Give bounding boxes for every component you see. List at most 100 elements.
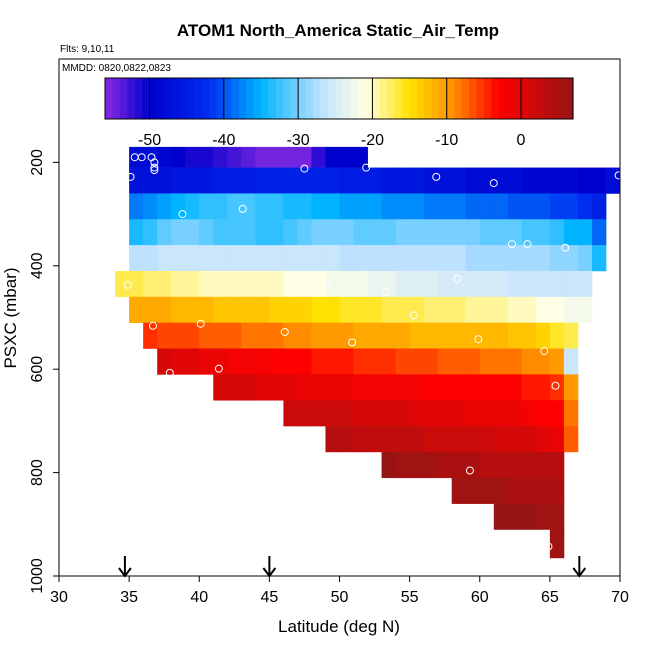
colorbar-segment	[134, 78, 143, 119]
heatmap-cell	[479, 426, 495, 453]
observation-point	[165, 368, 174, 377]
heatmap-cell	[269, 348, 284, 375]
heatmap-cell	[521, 270, 537, 298]
colorbar-segment	[469, 78, 478, 119]
heatmap-cell	[409, 348, 425, 375]
heatmap-cell	[157, 193, 172, 220]
colorbar-tick-label: -10	[435, 132, 458, 149]
heatmap-cell	[185, 146, 200, 168]
x-tick-label: 65	[541, 589, 559, 606]
heatmap-cell	[521, 477, 537, 504]
colorbar-segment	[157, 78, 166, 119]
observation-point	[465, 466, 474, 475]
heatmap-cell	[451, 219, 467, 246]
heatmap-cell	[549, 400, 565, 427]
heatmap-cell	[493, 400, 509, 427]
heatmap-cell	[521, 451, 537, 479]
heatmap-cell	[451, 322, 467, 349]
heatmap-cell	[269, 219, 284, 246]
colorbar-segment	[350, 78, 359, 119]
heatmap-cell	[143, 322, 158, 349]
heatmap-cell	[157, 296, 172, 323]
heatmap-cell	[297, 219, 312, 246]
colorbar-segment	[179, 78, 188, 119]
heatmap-cell	[381, 451, 396, 479]
heatmap-cell	[507, 167, 523, 194]
heatmap-cell	[339, 400, 354, 427]
heatmap-cell	[563, 400, 579, 427]
chart-title: ATOM1 North_America Static_Air_Temp	[177, 21, 499, 40]
heatmap-cell	[171, 245, 186, 272]
heatmap-cell	[409, 296, 425, 323]
heatmap-cell	[199, 146, 214, 168]
heatmap-cell	[325, 322, 340, 349]
colorbar-segment	[513, 78, 522, 119]
heatmap-cell	[227, 245, 242, 272]
heatmap-cell	[535, 477, 551, 504]
colorbar-segment	[298, 78, 307, 119]
heatmap-cell	[269, 270, 284, 298]
heatmap-cell	[423, 400, 439, 427]
heatmap-cell	[395, 426, 411, 453]
observation-point	[381, 287, 390, 296]
heatmap-cell	[227, 146, 242, 168]
heatmap-cell	[227, 348, 242, 375]
heatmap-cell	[129, 193, 144, 220]
heatmap-cell	[269, 146, 284, 168]
heatmap-cell	[395, 270, 411, 298]
heatmap-cell	[325, 193, 340, 220]
colorbar-segment	[379, 78, 388, 119]
heatmap-cell	[227, 296, 242, 323]
heatmap-cell	[591, 219, 607, 246]
heatmap-cell	[171, 296, 186, 323]
dates-label: MMDD: 0820,0822,0823	[62, 63, 171, 74]
heatmap-cell	[507, 451, 523, 479]
heatmap-cell	[395, 348, 411, 375]
heatmap-cell	[241, 296, 256, 323]
heatmap-cell	[367, 322, 382, 349]
heatmap-cell	[297, 146, 312, 168]
heatmap-cell	[297, 322, 312, 349]
heatmap-cell	[451, 167, 467, 194]
heatmap-cell	[437, 193, 453, 220]
heatmap-cell	[255, 374, 270, 401]
heatmap-cell	[535, 451, 551, 479]
colorbar-tick-label: -50	[138, 132, 161, 149]
x-tick-label: 45	[260, 589, 278, 606]
heatmap-cell	[143, 245, 158, 272]
heatmap-cell	[493, 193, 509, 220]
heatmap-cell	[479, 296, 495, 323]
heatmap-cell	[521, 322, 537, 349]
heatmap-cell	[479, 167, 495, 194]
heatmap-cell	[283, 219, 298, 246]
heatmap-cell	[325, 167, 340, 194]
y-tick-label: 600	[29, 356, 46, 383]
heatmap-cell	[353, 400, 368, 427]
heatmap-cell	[437, 167, 453, 194]
heatmap-cell	[493, 219, 509, 246]
heatmap-cell	[213, 219, 228, 246]
colorbar-segment	[283, 78, 292, 119]
heatmap-cell	[241, 219, 256, 246]
heatmap-cell	[381, 193, 396, 220]
heatmap-cell	[171, 193, 186, 220]
observation-point	[489, 179, 498, 188]
heatmap-cell	[241, 270, 256, 298]
heatmap-cell	[549, 245, 565, 272]
heatmap-cells	[115, 146, 621, 559]
x-axis: 30 35 40 45 50 55 60 65 70	[50, 576, 629, 606]
colorbar-segment	[231, 78, 240, 119]
heatmap-cell	[563, 426, 579, 453]
heatmap-cell	[409, 245, 425, 272]
heatmap-cell	[535, 167, 551, 194]
heatmap-cell	[311, 146, 326, 168]
heatmap-cell	[507, 503, 523, 530]
heatmap-cell	[521, 348, 537, 375]
colorbar-segment	[290, 78, 299, 119]
heatmap-cell	[521, 400, 537, 427]
heatmap-cell	[395, 167, 411, 194]
x-tick-label: 35	[120, 589, 138, 606]
heatmap-cell	[507, 270, 523, 298]
colorbar-segment	[186, 78, 195, 119]
